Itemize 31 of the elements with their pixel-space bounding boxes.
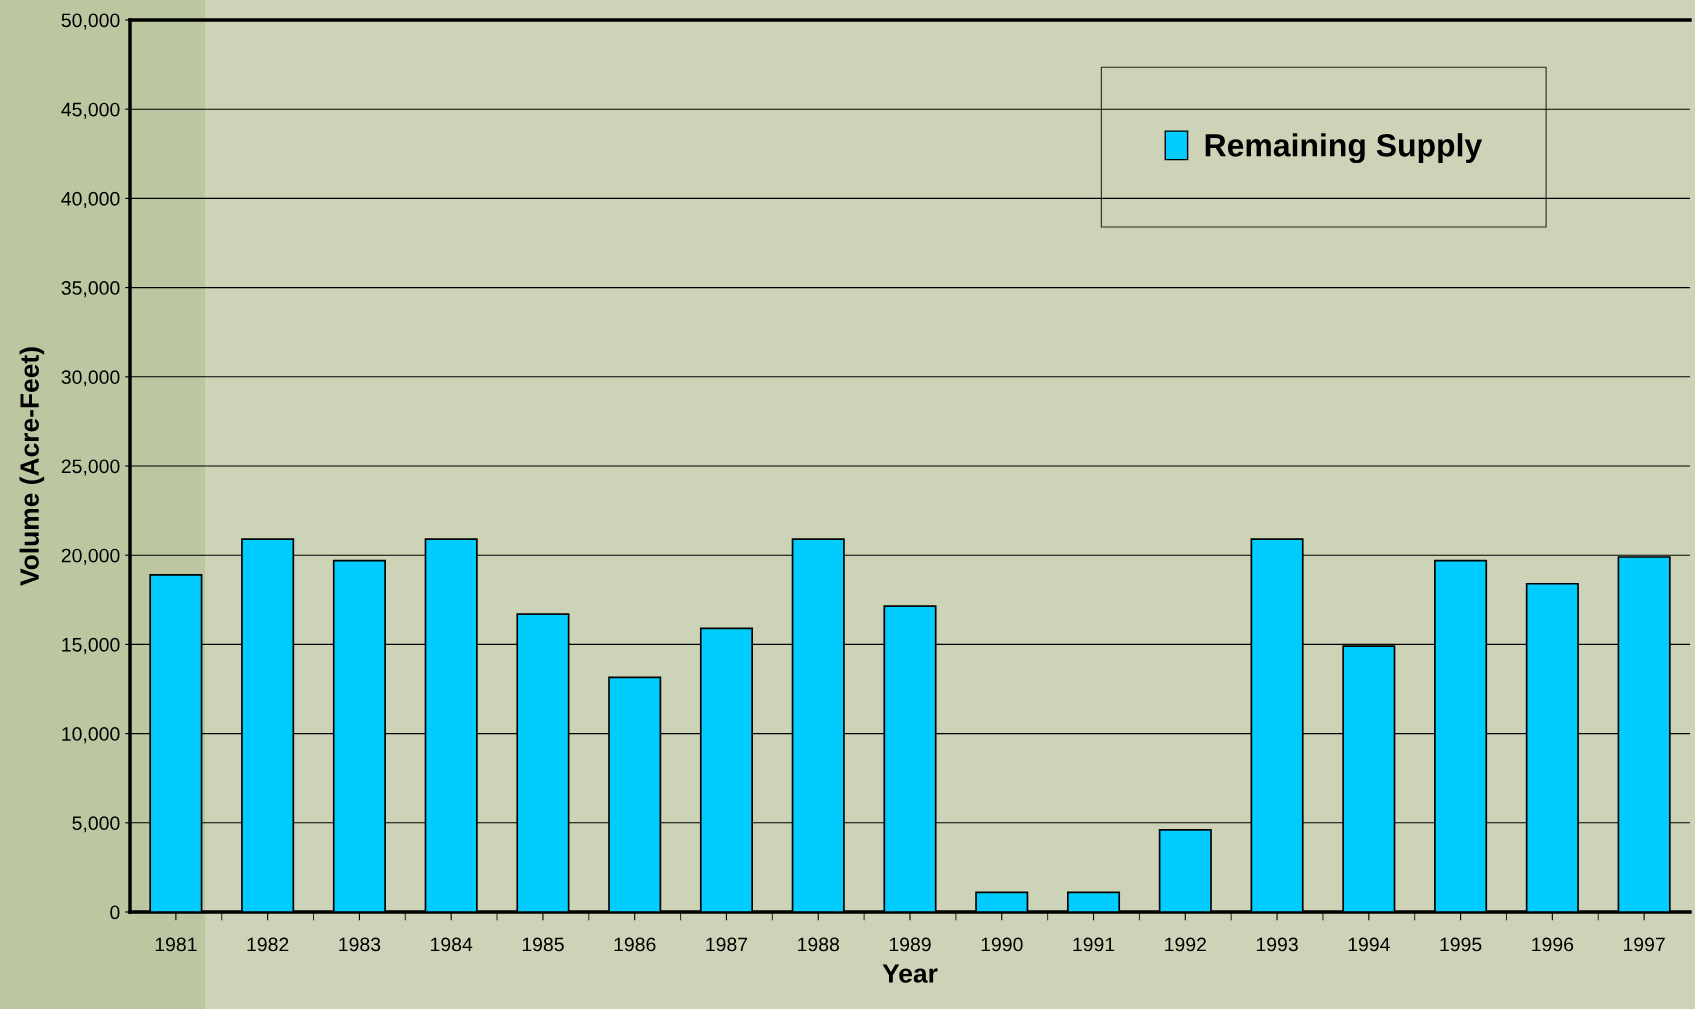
y-tick-label: 40,000 [61,191,120,208]
x-tick-label: 1986 [614,937,656,952]
y-tick-label: 35,000 [61,281,120,298]
x-tick-label: 1992 [1165,937,1206,952]
y-tick-label: 50,000 [61,13,120,30]
x-tick-label: 1991 [1073,937,1115,952]
x-tick-label: 1985 [522,937,564,952]
y-tick-label: 5,000 [72,816,120,833]
y-tick-label: 10,000 [62,727,120,744]
x-tick-label: 1990 [981,937,1023,952]
x-tick-label: 1996 [1532,937,1574,952]
x-tick-label: 1988 [798,937,840,952]
y-tick-label: 25,000 [61,459,120,476]
x-tick-label: 1983 [339,937,381,952]
x-tick-label: 1982 [247,937,289,952]
x-tick-label: 1987 [706,937,748,952]
x-axis-title: Year [882,964,938,983]
x-tick-label: 1984 [431,937,473,952]
x-tick-label: 1995 [1440,937,1482,952]
legend-label: Remaining Supply [1205,133,1483,164]
x-tick-label: 1993 [1256,937,1298,952]
y-axis-title: Volume (Acre-Feet) [19,347,45,586]
y-tick-label: 15,000 [62,637,120,654]
x-tick-label: 1997 [1623,937,1665,952]
y-tick-label: 45,000 [61,102,120,119]
x-tick-label: 1981 [155,937,197,952]
y-tick-label: 30,000 [61,370,120,387]
y-tick-label: 0 [110,905,120,920]
y-tick-label: 20,000 [61,548,120,565]
x-tick-label: 1994 [1348,937,1390,952]
x-tick-label: 1989 [889,937,931,952]
